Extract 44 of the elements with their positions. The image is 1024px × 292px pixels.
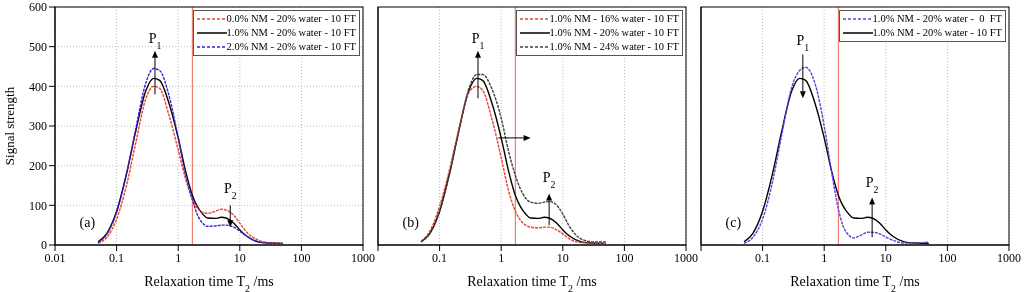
- annotation: (c): [725, 215, 742, 232]
- x-tick-label: 1: [175, 250, 182, 265]
- x-tick-label: 100: [615, 250, 634, 265]
- annotation: P$_{2}$: [865, 175, 879, 195]
- annotation: P$_{2}$: [542, 169, 556, 190]
- x-tick-label: 10: [233, 250, 246, 265]
- y-tick-label: 100: [29, 198, 47, 213]
- legend-label: 1.0% NM - 20% water - 10 FT: [549, 26, 679, 40]
- legend-label: 0.0% NM - 20% water - 10 FT: [226, 12, 356, 26]
- annotation: P$_{1}$: [148, 30, 162, 51]
- x-tick-label: 0.1: [755, 250, 771, 265]
- x-tick-label: 1: [821, 250, 828, 265]
- legend-label: 1.0% NM - 20% water - 10 FT: [872, 26, 1002, 40]
- y-tick-label: 0: [41, 238, 47, 253]
- x-tick-label: 100: [292, 250, 311, 265]
- x-axis-title: Relaxation time T$_{2}$ /ms: [144, 274, 274, 292]
- legend-label: 1.0% NM - 20% water - 0 FT: [872, 12, 1002, 26]
- y-tick-label: 200: [29, 158, 47, 173]
- x-tick-label: 1000: [674, 250, 698, 265]
- annotation: (b): [402, 215, 420, 232]
- x-tick-label: 10: [879, 250, 892, 265]
- y-tick-label: 400: [29, 79, 47, 94]
- legend-label: 1.0% NM - 24% water - 10 FT: [549, 40, 679, 54]
- x-tick-label: 1: [498, 250, 505, 265]
- y-tick-label: 500: [29, 39, 47, 54]
- legend-label: 2.0% NM - 20% water - 10 FT: [226, 40, 356, 54]
- annotation: P$_{1}$: [471, 30, 485, 51]
- annotation: P$_{1}$: [796, 32, 810, 53]
- x-tick-label: 0.1: [109, 250, 125, 265]
- x-axis-title: Relaxation time T$_{2}$ /ms: [467, 274, 597, 292]
- x-axis-title: Relaxation time T$_{2}$ /ms: [790, 274, 920, 292]
- x-tick-label: 1000: [351, 250, 375, 265]
- y-axis-title: Signal strength: [2, 86, 17, 166]
- x-tick-label: 0.01: [44, 250, 66, 265]
- legend-label: 1.0% NM - 16% water - 10 FT: [549, 12, 679, 26]
- y-tick-label: 600: [29, 0, 47, 15]
- legend-label: 1.0% NM - 20% water - 10 FT: [226, 26, 356, 40]
- x-tick-label: 100: [938, 250, 957, 265]
- annotation: P$_{2}$: [223, 181, 237, 201]
- y-tick-label: 300: [29, 119, 47, 134]
- x-tick-label: 0.1: [432, 250, 448, 265]
- x-tick-label: 10: [556, 250, 569, 265]
- x-tick-label: 1000: [997, 250, 1021, 265]
- annotation: (a): [79, 215, 96, 232]
